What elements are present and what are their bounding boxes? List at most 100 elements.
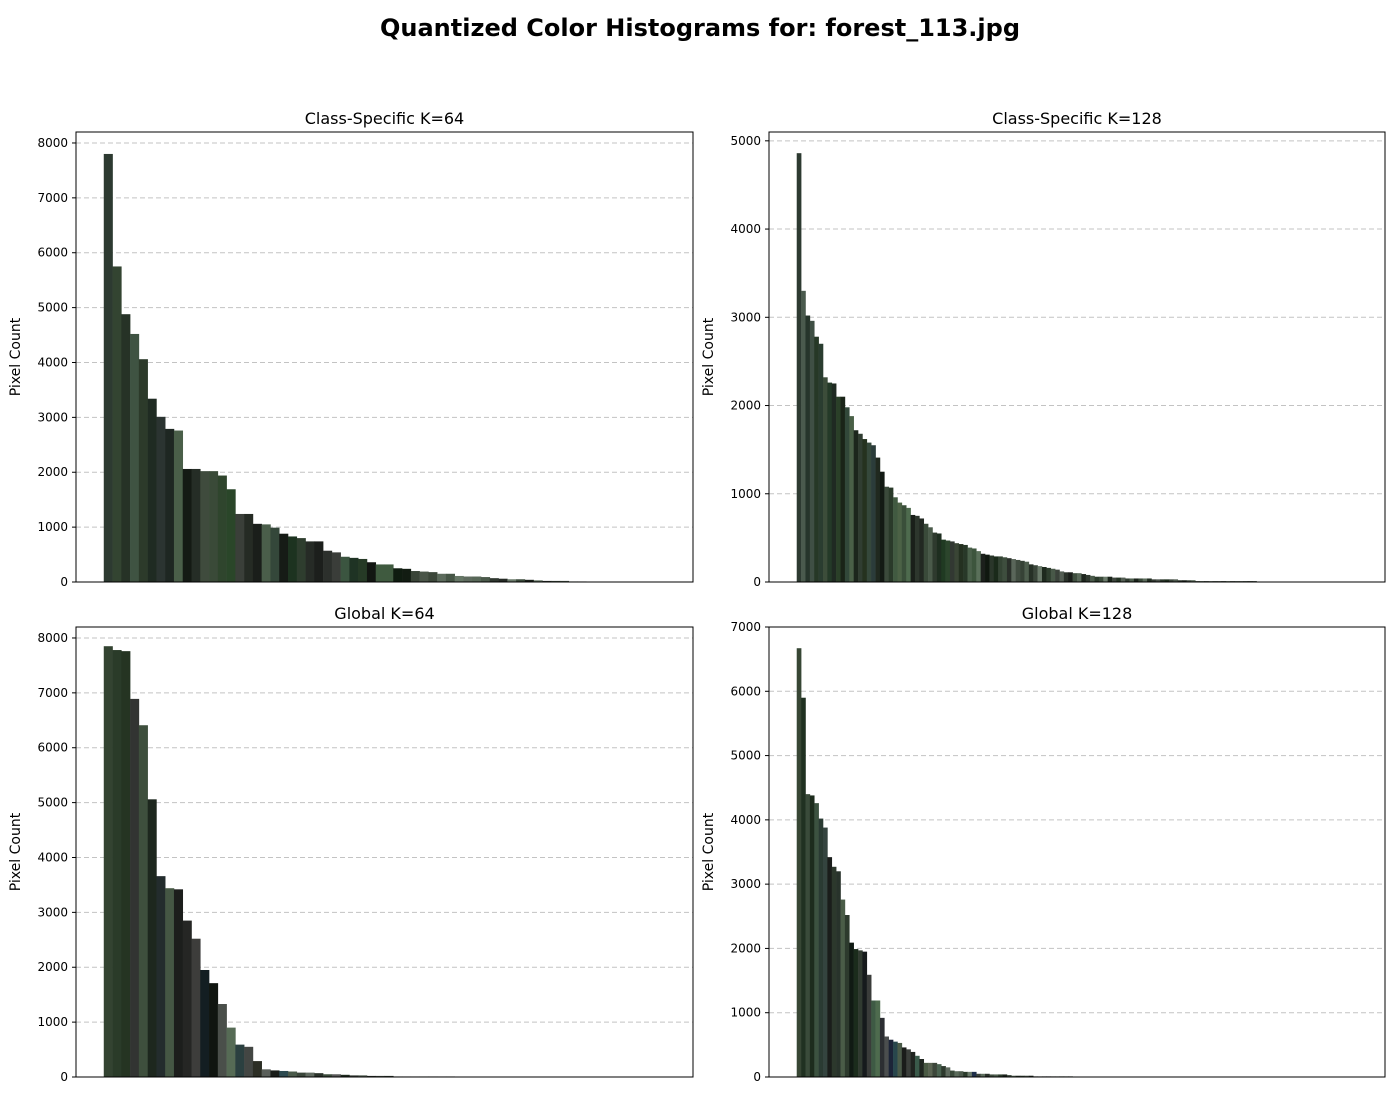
bar <box>323 550 333 582</box>
y-tick-label: 1000 <box>730 487 761 501</box>
bar <box>252 523 262 582</box>
bar <box>209 471 219 582</box>
bar <box>296 538 306 582</box>
bar <box>866 442 872 582</box>
y-axis-label: Pixel Count <box>8 317 24 396</box>
bar <box>919 1059 925 1077</box>
bar <box>358 558 368 582</box>
bar <box>182 468 192 582</box>
bar <box>323 1074 333 1077</box>
bar <box>827 857 833 1077</box>
y-tick-label: 6000 <box>37 246 68 260</box>
bar <box>1002 1074 1008 1077</box>
bar <box>849 416 854 582</box>
bar <box>1037 566 1043 582</box>
bar <box>165 888 175 1077</box>
bar <box>1020 560 1025 582</box>
bar <box>235 513 245 582</box>
bar <box>958 1071 964 1077</box>
bar <box>998 1074 1003 1077</box>
bar <box>542 580 552 582</box>
bar <box>1046 567 1052 582</box>
bar <box>897 1042 903 1077</box>
y-axis-label: Pixel Count <box>701 812 717 891</box>
bar <box>112 266 122 582</box>
bar <box>809 320 815 582</box>
bar <box>147 398 157 582</box>
bar <box>261 1069 271 1077</box>
bar <box>967 547 973 582</box>
y-tick-label: 2000 <box>730 399 761 413</box>
bar <box>945 1067 951 1077</box>
bar <box>147 799 157 1077</box>
bar <box>831 383 837 582</box>
histogram-panel-1: 0 1000 2000 3000 4000 5000 6000 7000 8000 Class-S… <box>8 109 694 589</box>
y-tick-label: 6000 <box>730 684 761 698</box>
bar <box>130 333 140 582</box>
y-tick-label: 4000 <box>37 850 68 864</box>
axes-frame <box>75 131 694 583</box>
bar <box>967 1071 973 1077</box>
bar <box>801 290 806 582</box>
y-tick-label: 4000 <box>37 355 68 369</box>
bar <box>993 1074 999 1077</box>
bar <box>1186 580 1192 582</box>
y-tick-label: 2000 <box>37 465 68 479</box>
axes-frame <box>75 626 694 1078</box>
bar <box>875 457 881 582</box>
bar <box>1155 579 1161 582</box>
bar <box>814 803 819 1077</box>
bar <box>853 430 859 582</box>
bar <box>936 1064 942 1077</box>
bar <box>1094 576 1100 582</box>
bar <box>217 1004 227 1077</box>
bar <box>533 580 543 582</box>
bar <box>1142 578 1148 582</box>
bar <box>200 969 210 1077</box>
bar <box>314 1073 324 1077</box>
bar <box>989 555 995 582</box>
bar <box>831 866 837 1077</box>
bar <box>138 725 148 1077</box>
bar <box>366 1075 377 1077</box>
bar <box>853 949 859 1077</box>
y-tick-label: 3000 <box>730 310 761 324</box>
bar <box>1168 579 1174 582</box>
bar <box>814 336 819 582</box>
bar <box>945 540 951 582</box>
bar <box>138 359 148 582</box>
bar <box>858 950 863 1077</box>
bar <box>103 646 113 1077</box>
bar <box>888 1039 894 1077</box>
bar <box>103 153 113 582</box>
subplot-title: Global K=128 <box>1022 604 1133 623</box>
bar <box>235 1044 245 1077</box>
bar <box>244 1046 254 1077</box>
bar <box>801 697 806 1077</box>
bar <box>840 396 846 582</box>
bar <box>998 556 1003 582</box>
bar <box>949 541 955 582</box>
y-tick-label: 7000 <box>37 686 68 700</box>
bar <box>879 471 885 582</box>
bar <box>112 650 122 1077</box>
bar <box>296 1072 306 1077</box>
bar <box>1147 578 1152 582</box>
bar <box>796 648 802 1077</box>
bar <box>901 505 907 582</box>
bar <box>893 497 898 582</box>
bar <box>481 577 491 582</box>
bar <box>1164 579 1170 582</box>
bar <box>217 475 227 582</box>
bar <box>1081 574 1087 582</box>
y-tick-label: 0 <box>60 575 68 589</box>
bar <box>209 983 219 1077</box>
bar <box>454 575 464 582</box>
bar <box>818 343 824 582</box>
bar <box>279 533 289 582</box>
figure-title: Quantized Color Histograms for: forest_1… <box>380 14 1020 42</box>
bar <box>279 1070 289 1077</box>
bar <box>1015 559 1021 582</box>
bar <box>165 428 175 582</box>
bar <box>191 938 201 1077</box>
